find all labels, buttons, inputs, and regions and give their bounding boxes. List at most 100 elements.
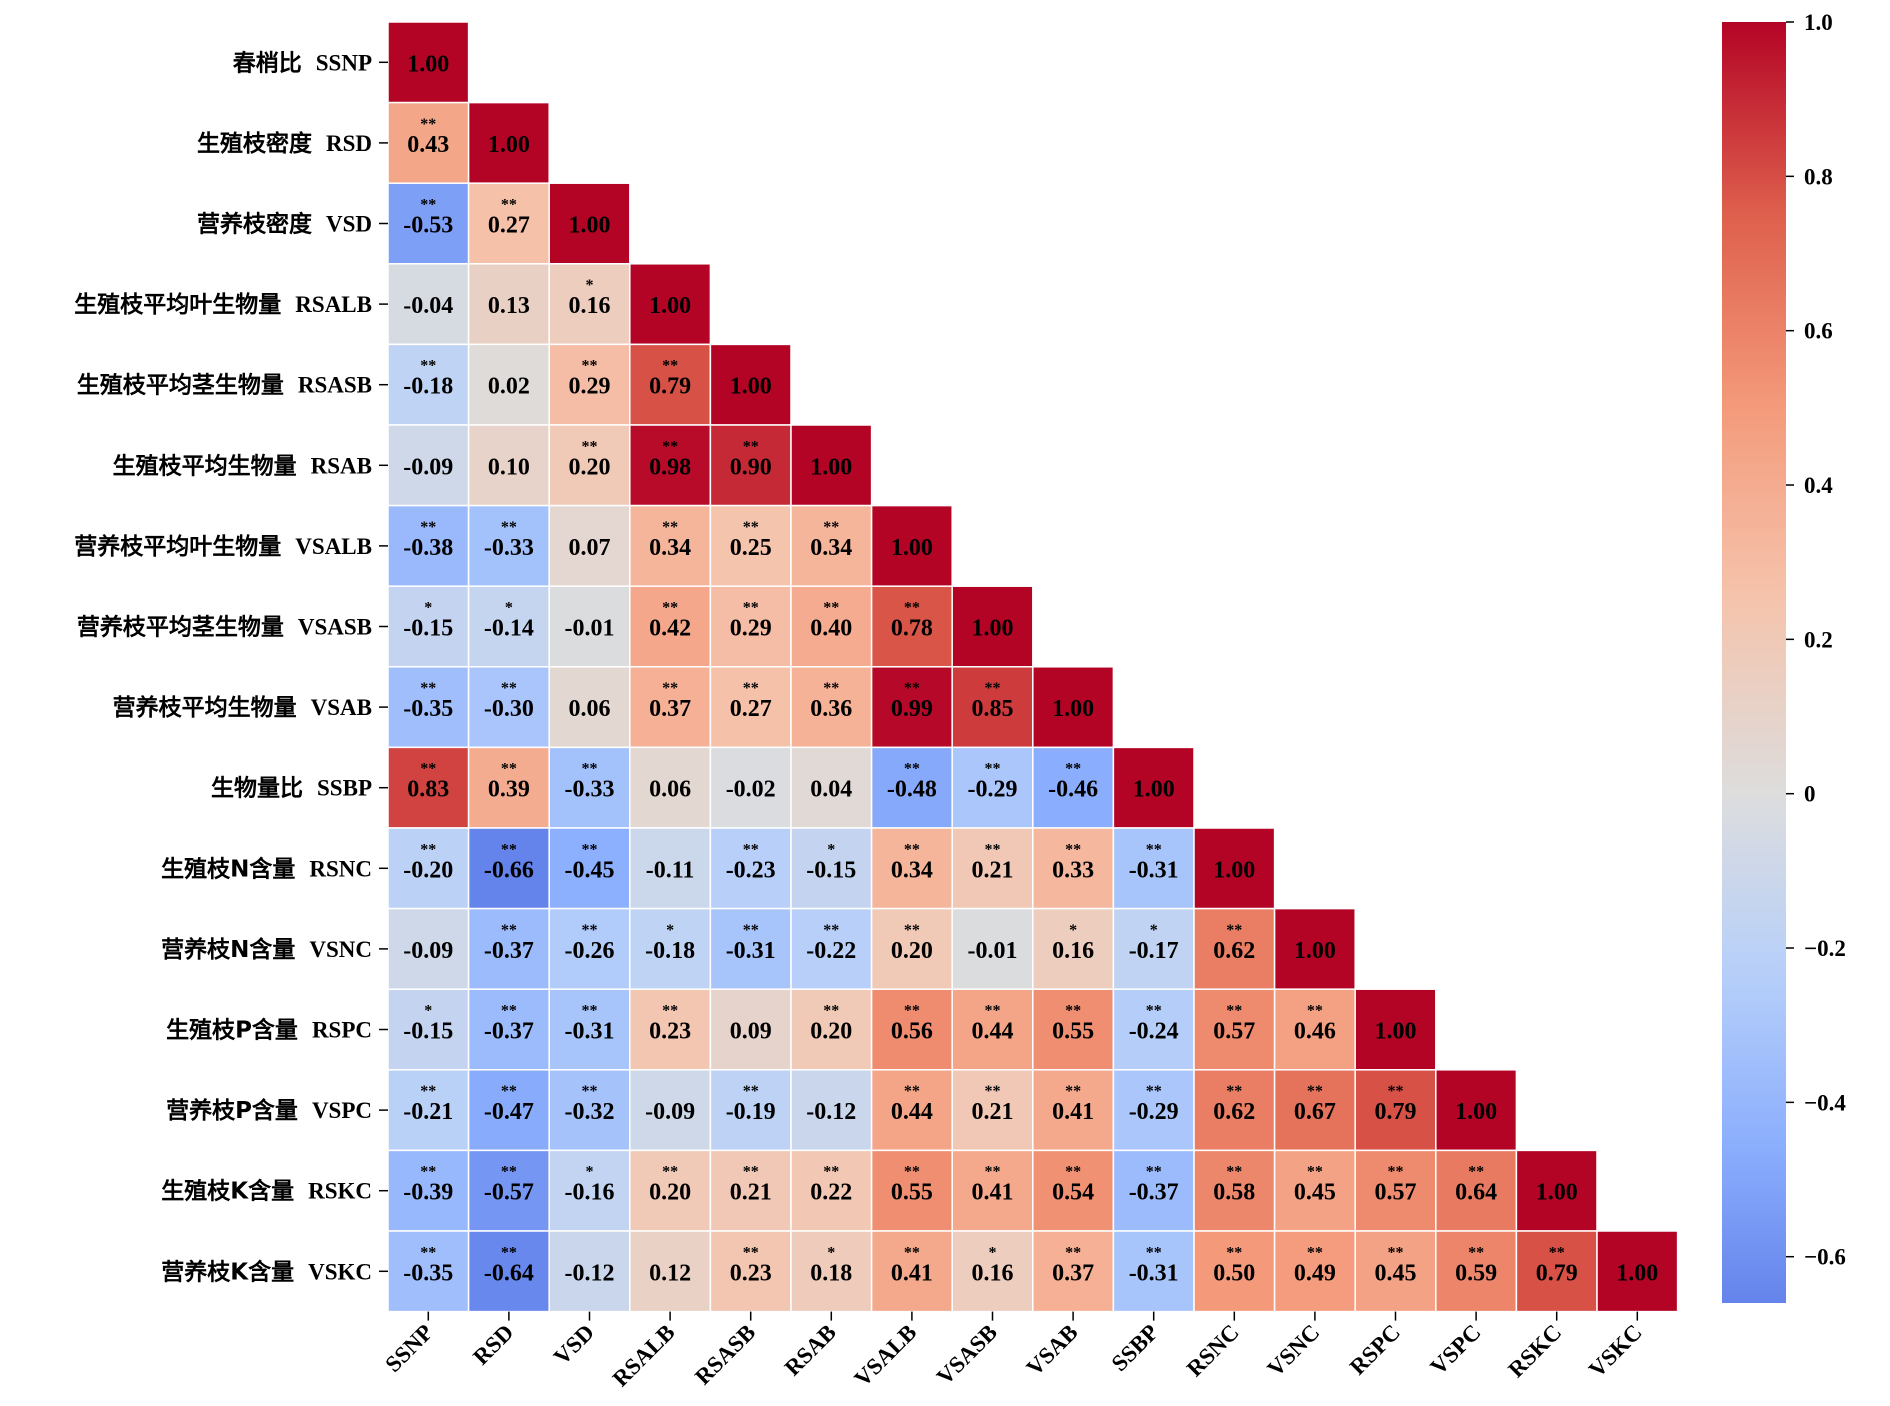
significance-mark: * <box>1150 922 1158 939</box>
cell-value-label: 0.41 <box>891 1260 933 1286</box>
cell-value-label: 0.40 <box>810 616 852 642</box>
significance-mark: ** <box>904 1083 920 1100</box>
cell-value-label: 0.06 <box>569 696 611 722</box>
cell-value-label: -0.57 <box>484 1180 534 1206</box>
cell-color <box>951 746 1034 829</box>
heatmap-cell: **0.44 <box>951 988 1034 1071</box>
cell-value-label: -0.31 <box>565 1019 615 1045</box>
heatmap-cell: **0.27 <box>709 666 792 749</box>
cell-value-label: 0.45 <box>1294 1180 1336 1206</box>
cell-value-label: 0.43 <box>407 132 449 158</box>
heatmap-cell: **0.50 <box>1193 1230 1276 1313</box>
significance-mark: * <box>424 600 432 617</box>
cell-color <box>1112 1149 1195 1232</box>
significance-mark: ** <box>743 841 759 858</box>
cell-value-label: 0.22 <box>810 1180 852 1206</box>
cell-value-label: 0.21 <box>972 857 1014 883</box>
x-tick-label: VSALB <box>850 1319 922 1391</box>
cell-value-label: -0.47 <box>484 1099 534 1125</box>
cell-value-label: -0.37 <box>484 938 534 964</box>
heatmap-cell: **-0.31 <box>1112 827 1195 910</box>
significance-mark: ** <box>582 1083 598 1100</box>
cell-color <box>548 746 631 829</box>
significance-mark: ** <box>743 519 759 536</box>
cell-value-label: 0.16 <box>569 293 611 319</box>
colorbar-tick-label: −0.2 <box>1804 936 1846 961</box>
cell-value-label: -0.37 <box>484 1019 534 1045</box>
x-tick-label: VSNC <box>1262 1319 1324 1381</box>
heatmap-cell: 1.00 <box>467 101 550 184</box>
cell-color <box>629 827 712 910</box>
heatmap-cell: **0.21 <box>951 827 1034 910</box>
cell-value-label: 0.90 <box>730 454 772 480</box>
significance-mark: ** <box>743 1083 759 1100</box>
cell-value-label: 0.21 <box>730 1180 772 1206</box>
cell-color <box>951 1230 1034 1313</box>
heatmap-cell: **-0.64 <box>467 1230 550 1313</box>
cell-value-label: 0.56 <box>891 1019 933 1045</box>
cell-color <box>1193 1149 1276 1232</box>
cell-value-label: -0.18 <box>403 374 453 400</box>
heatmap-cell: **0.27 <box>467 182 550 265</box>
cell-color <box>467 424 550 507</box>
significance-mark: ** <box>1065 761 1081 778</box>
cell-value-label: -0.31 <box>726 938 776 964</box>
cell-value-label: 0.37 <box>649 696 691 722</box>
heatmap-cell: **0.85 <box>951 666 1034 749</box>
y-tick-label: 生殖枝平均茎生物量 RSASB <box>77 372 372 399</box>
x-tick-label: VSASB <box>932 1319 1002 1389</box>
significance-mark: ** <box>501 680 517 697</box>
significance-mark: ** <box>904 1244 920 1261</box>
cell-value-label: -0.38 <box>403 535 453 561</box>
significance-mark: ** <box>904 1164 920 1181</box>
heatmap-cell: 1.00 <box>1435 1069 1518 1152</box>
cell-color <box>1273 1069 1356 1152</box>
heatmap-cell: -0.02 <box>709 746 792 829</box>
cell-value-label: 0.58 <box>1213 1180 1255 1206</box>
significance-mark: ** <box>1146 841 1162 858</box>
cell-value-label: 0.44 <box>972 1019 1014 1045</box>
cell-value-label: 0.04 <box>810 777 852 803</box>
heatmap-cell: 0.13 <box>467 263 550 346</box>
cell-value-label: 0.09 <box>730 1019 772 1045</box>
cell-color <box>387 585 470 668</box>
cell-value-label: 0.29 <box>730 616 772 642</box>
heatmap-cell: 1.00 <box>1193 827 1276 910</box>
cell-color <box>629 746 712 829</box>
heatmap-cell: **-0.53 <box>387 182 470 265</box>
heatmap-cell: **-0.46 <box>1032 746 1115 829</box>
heatmap-cell: **0.20 <box>790 988 873 1071</box>
significance-mark: ** <box>1307 1003 1323 1020</box>
heatmap-cell: **0.79 <box>1354 1069 1437 1152</box>
cell-color <box>629 263 712 346</box>
y-tick-label: 生殖枝P含量 RSPC <box>166 1017 372 1044</box>
cell-color <box>387 827 470 910</box>
heatmap-cell: -0.11 <box>629 827 712 910</box>
cell-value-label: 0.98 <box>649 454 691 480</box>
cell-value-label: 0.67 <box>1294 1099 1336 1125</box>
significance-mark: ** <box>823 1003 839 1020</box>
cell-color <box>387 504 470 587</box>
colorbar-tick-label: −0.4 <box>1804 1090 1846 1115</box>
x-tick-label: SSNP <box>380 1319 437 1376</box>
heatmap-cell: **-0.29 <box>1112 1069 1195 1152</box>
significance-mark: ** <box>1065 1164 1081 1181</box>
cell-value-label: -0.09 <box>403 938 453 964</box>
x-tick-label: VSKC <box>1584 1319 1647 1382</box>
cell-color <box>790 1230 873 1313</box>
cell-color <box>548 666 631 749</box>
heatmap-cell: **0.29 <box>548 343 631 426</box>
significance-mark: ** <box>501 519 517 536</box>
cell-value-label: -0.21 <box>403 1099 453 1125</box>
heatmap-cell: 0.09 <box>709 988 792 1071</box>
significance-mark: ** <box>662 519 678 536</box>
cell-value-label: 0.57 <box>1375 1180 1417 1206</box>
significance-mark: ** <box>501 1244 517 1261</box>
cell-value-label: -0.22 <box>806 938 856 964</box>
y-tick-label: 生殖枝平均叶生物量 RSALB <box>74 291 372 318</box>
heatmap-cell: **0.20 <box>870 907 953 990</box>
cell-value-label: 1.00 <box>730 374 772 400</box>
cell-color <box>467 1149 550 1232</box>
heatmap-cell: **-0.20 <box>387 827 470 910</box>
cell-color <box>1112 988 1195 1071</box>
